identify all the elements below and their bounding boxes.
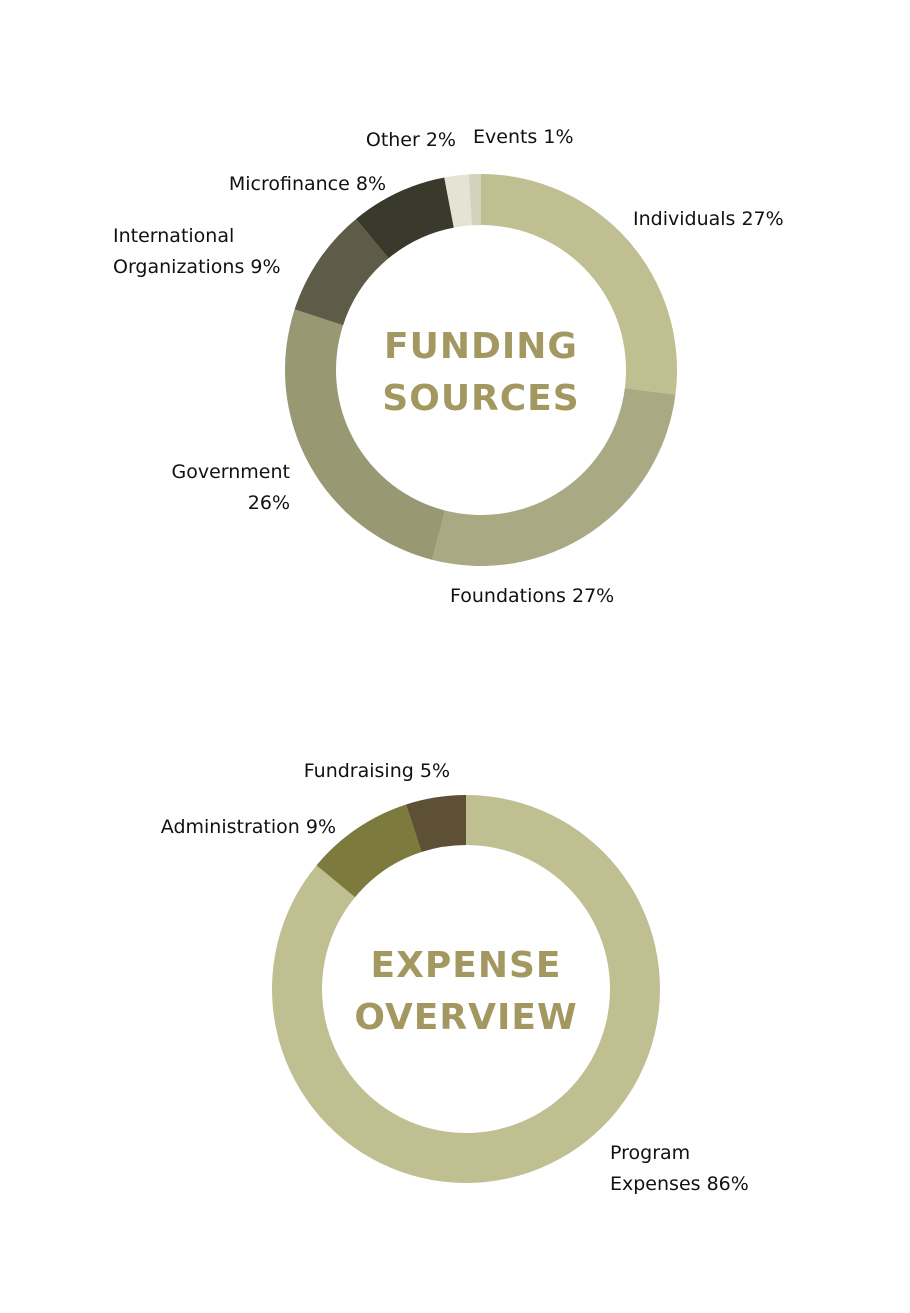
slice-label: Other 2% <box>366 129 456 151</box>
slice-label: Events 1% <box>473 126 574 148</box>
slice-label-line: Administration 9% <box>161 816 336 838</box>
slice-other-5 <box>444 174 472 228</box>
slice-administration-1 <box>316 804 422 898</box>
expense-overview-donut: Program Expenses 86% Administration 9% Fund… <box>161 760 749 1195</box>
slice-label-line: Individuals 27% <box>633 208 784 230</box>
slice-label-line: Program <box>610 1142 690 1164</box>
slice-label: International Organizations 9% <box>113 225 281 278</box>
slice-label-line: Foundations 27% <box>450 585 614 607</box>
slice-label-line: Expenses 86% <box>610 1173 749 1195</box>
slice-label-line: Microfinance 8% <box>229 173 386 195</box>
slice-foundations-1 <box>432 388 676 566</box>
slice-label-line: International <box>113 225 234 247</box>
slice-label: Foundations 27% <box>450 585 614 607</box>
slice-label-line: Government <box>172 461 291 483</box>
chart-title-line: SOURCES <box>382 378 579 419</box>
slice-label-line: Fundraising 5% <box>304 760 450 782</box>
slice-individuals-0 <box>481 174 677 395</box>
slice-label: Program Expenses 86% <box>610 1142 749 1195</box>
chart-title-line: FUNDING <box>384 326 578 367</box>
chart-title-line: OVERVIEW <box>354 997 577 1038</box>
slice-events-6 <box>468 174 481 226</box>
slice-label: Microfinance 8% <box>229 173 386 195</box>
slice-label-line: Other 2% <box>366 129 456 151</box>
slice--2 <box>284 309 445 560</box>
slice-label-line: Organizations 9% <box>113 256 281 278</box>
slice-label-line: 26% <box>248 492 290 514</box>
slice-label: Government 26% <box>172 461 291 514</box>
slice-label: Individuals 27% <box>633 208 784 230</box>
slice-fundraising-2 <box>406 795 466 853</box>
slice-label: Administration 9% <box>161 816 336 838</box>
slice-microfinance-4 <box>356 177 454 259</box>
slice-label-line: Events 1% <box>473 126 574 148</box>
chart-title-line: EXPENSE <box>371 945 562 986</box>
funding-sources-donut: Individuals 27% Foundations 27% Government… <box>113 126 784 607</box>
slice-label: Fundraising 5% <box>304 760 450 782</box>
slice-organizations-3 <box>294 218 389 326</box>
